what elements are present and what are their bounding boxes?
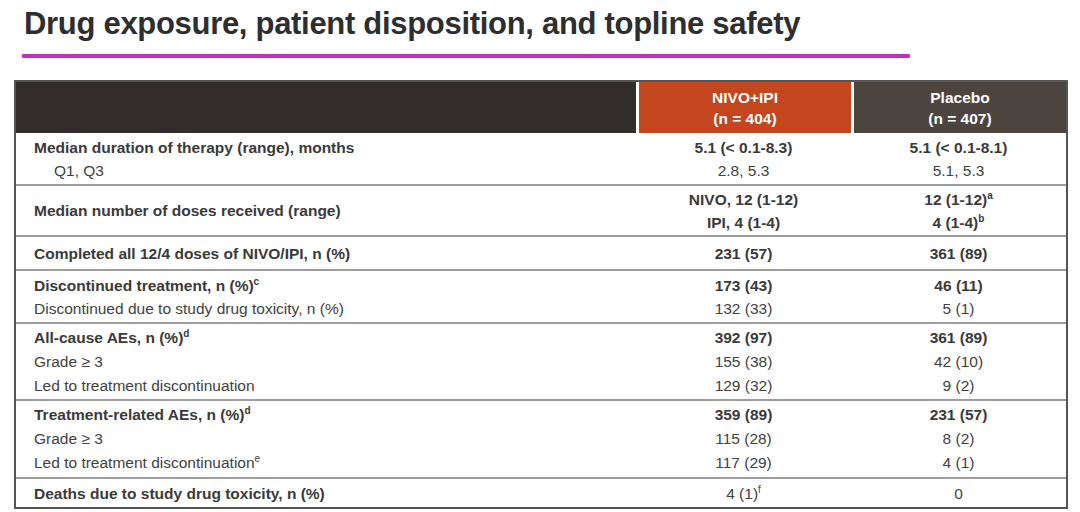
nivo-value-cell: 4 (1)f [636, 479, 851, 507]
row-sublabel: Grade ≥ 3 [34, 350, 103, 374]
slide-title: Drug exposure, patient disposition, and … [24, 6, 1044, 42]
row-label: All-cause AEs, n (%)d [34, 326, 189, 350]
table-row-treatment-related-aes: Treatment-related AEs, n (%)d Grade ≥ 3 … [16, 399, 1066, 477]
row-label: Treatment-related AEs, n (%)d [34, 403, 251, 427]
table-row-deaths: Deaths due to study drug toxicity, n (%)… [16, 477, 1066, 507]
placebo-value-cell: 361 (89) [851, 237, 1066, 269]
row-sublabel: Grade ≥ 3 [34, 427, 103, 451]
footnote-marker-d: d [183, 327, 189, 338]
placebo-value-cell: 5.1 (< 0.1-8.1) 5.1, 5.3 [851, 133, 1066, 184]
placebo-arm-name: Placebo [930, 87, 989, 108]
row-label: Median duration of therapy (range), mont… [34, 136, 354, 159]
placebo-value-cell: 0 [851, 479, 1066, 507]
row-label: Discontinued treatment, n (%)c [34, 274, 259, 297]
safety-table: NIVO+IPI (n = 404) Placebo (n = 407) Med… [14, 80, 1068, 509]
table-row-median-doses: Median number of doses received (range) … [16, 184, 1066, 235]
nivo-value-cell: NIVO, 12 (1-12) IPI, 4 (1-4) [636, 186, 851, 235]
footnote-marker-e: e [255, 453, 261, 464]
nivo-arm-n: (n = 404) [713, 108, 776, 129]
nivo-value-cell: 359 (89) 115 (28) 117 (29) [636, 401, 851, 477]
table-header-row: NIVO+IPI (n = 404) Placebo (n = 407) [16, 82, 1066, 133]
row-label: Median number of doses received (range) [34, 199, 341, 222]
table-row-median-duration: Median duration of therapy (range), mont… [16, 133, 1066, 184]
header-corner-cell [16, 82, 636, 133]
footnote-marker-a: a [987, 189, 993, 200]
nivo-value-cell: 173 (43) 132 (33) [636, 271, 851, 322]
nivo-arm-name: NIVO+IPI [712, 87, 778, 108]
footnote-marker-b: b [978, 212, 984, 223]
placebo-value-cell: 46 (11) 5 (1) [851, 271, 1066, 322]
row-label: Completed all 12/4 doses of NIVO/IPI, n … [34, 242, 350, 265]
footnote-marker-f: f [758, 483, 761, 494]
header-placebo: Placebo (n = 407) [851, 82, 1066, 133]
placebo-value-cell: 12 (1-12)a 4 (1-4)b [851, 186, 1066, 235]
row-label: Deaths due to study drug toxicity, n (%) [34, 482, 325, 505]
row-sublabel: Led to treatment discontinuation [34, 374, 255, 398]
row-sublabel: Led to treatment discontinuatione [34, 451, 260, 475]
placebo-arm-n: (n = 407) [928, 108, 991, 129]
row-sublabel: Q1, Q3 [34, 159, 104, 182]
table-row-completed-doses: Completed all 12/4 doses of NIVO/IPI, n … [16, 235, 1066, 269]
footnote-marker-c: c [254, 275, 260, 286]
row-sublabel: Discontinued due to study drug toxicity,… [34, 297, 344, 320]
table-row-all-cause-aes: All-cause AEs, n (%)d Grade ≥ 3 Led to t… [16, 322, 1066, 399]
nivo-value-cell: 392 (97) 155 (38) 129 (32) [636, 324, 851, 399]
title-underline-accent [22, 54, 910, 58]
footnote-marker-d: d [244, 405, 250, 416]
placebo-value-cell: 231 (57) 8 (2) 4 (1) [851, 401, 1066, 477]
table-row-discontinued: Discontinued treatment, n (%)c Discontin… [16, 269, 1066, 322]
nivo-value-cell: 5.1 (< 0.1-8.3) 2.8, 5.3 [636, 133, 851, 184]
header-nivo-ipi: NIVO+IPI (n = 404) [636, 82, 851, 133]
placebo-value-cell: 361 (89) 42 (10) 9 (2) [851, 324, 1066, 399]
nivo-value-cell: 231 (57) [636, 237, 851, 269]
